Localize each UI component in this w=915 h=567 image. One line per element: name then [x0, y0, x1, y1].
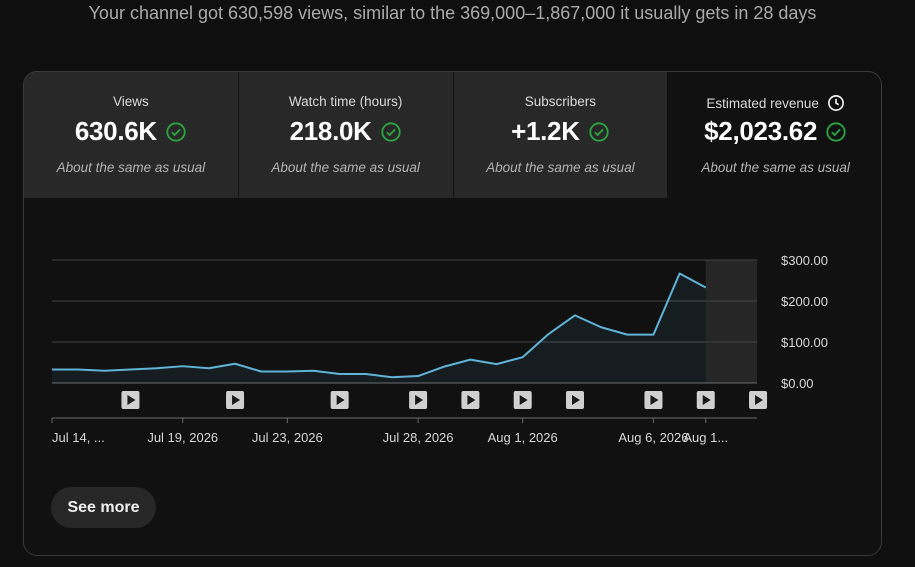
y-tick-label: $100.00 [781, 335, 828, 350]
see-more-button[interactable]: See more [51, 487, 156, 528]
y-tick-label: $0.00 [781, 376, 814, 391]
play-icon [467, 395, 476, 405]
x-tick-label: Aug 1, 2026 [488, 430, 558, 445]
play-icon [232, 395, 241, 405]
metric-label: Estimated revenue [706, 95, 819, 111]
metric-value: 218.0K [289, 116, 372, 146]
play-icon [755, 395, 764, 405]
x-tick-label: Jul 28, 2026 [383, 430, 454, 445]
metric-note: About the same as usual [701, 160, 850, 175]
play-icon [415, 395, 424, 405]
y-tick-label: $300.00 [781, 253, 828, 268]
metric-value: +1.2K [511, 116, 580, 146]
metric-note: About the same as usual [56, 160, 206, 175]
check-circle-icon [166, 121, 186, 142]
play-icon [650, 395, 659, 405]
revenue-area [52, 273, 706, 383]
revenue-chart: $0.00 $100.00 $200.00 $300.00 Jul 14, ... Jul… [51, 253, 828, 445]
metric-label: Views [112, 94, 149, 109]
incomplete-data-region [705, 260, 757, 383]
metric-label: Watch time (hours) [288, 94, 403, 109]
analytics-card: Views 630.6K About the same as usual Wat… [23, 71, 882, 556]
x-tick-label: Aug 1... [683, 430, 728, 445]
metric-label: Subscribers [524, 94, 597, 109]
metric-note: About the same as usual [486, 160, 635, 175]
tab-watch-time[interactable]: Watch time (hours) 218.0K About the same… [238, 72, 454, 198]
play-icon [702, 395, 711, 405]
metric-value: 630.6K [74, 116, 157, 146]
metric-tabs: Views 630.6K About the same as usual Wat… [24, 72, 881, 199]
check-circle-icon [826, 121, 846, 142]
metric-note: About the same as usual [271, 160, 420, 175]
play-icon [336, 395, 345, 405]
metric-value: $2,023.62 [704, 116, 818, 146]
play-icon [572, 395, 580, 405]
play-icon [519, 395, 528, 405]
x-tick-label: Aug 6, 2026 [618, 430, 688, 445]
x-tick-label: Jul 19, 2026 [147, 430, 218, 445]
tab-views[interactable]: Views 630.6K About the same as usual [24, 72, 239, 198]
tab-subscribers[interactable]: Subscribers +1.2K About the same as usua… [453, 72, 669, 198]
summary-headline: Your channel got 630,598 views, similar … [88, 3, 817, 23]
y-tick-label: $200.00 [781, 294, 828, 309]
play-icon [127, 395, 136, 405]
x-tick-label: Jul 14, ... [52, 430, 105, 445]
check-circle-icon [589, 121, 609, 142]
tab-estimated-revenue[interactable]: Estimated revenue $2,023.62 About the sa… [668, 72, 881, 198]
clock-icon[interactable] [827, 94, 845, 112]
check-circle-icon [381, 121, 401, 142]
revenue-line [52, 272, 707, 379]
x-tick-label: Jul 23, 2026 [252, 430, 323, 445]
